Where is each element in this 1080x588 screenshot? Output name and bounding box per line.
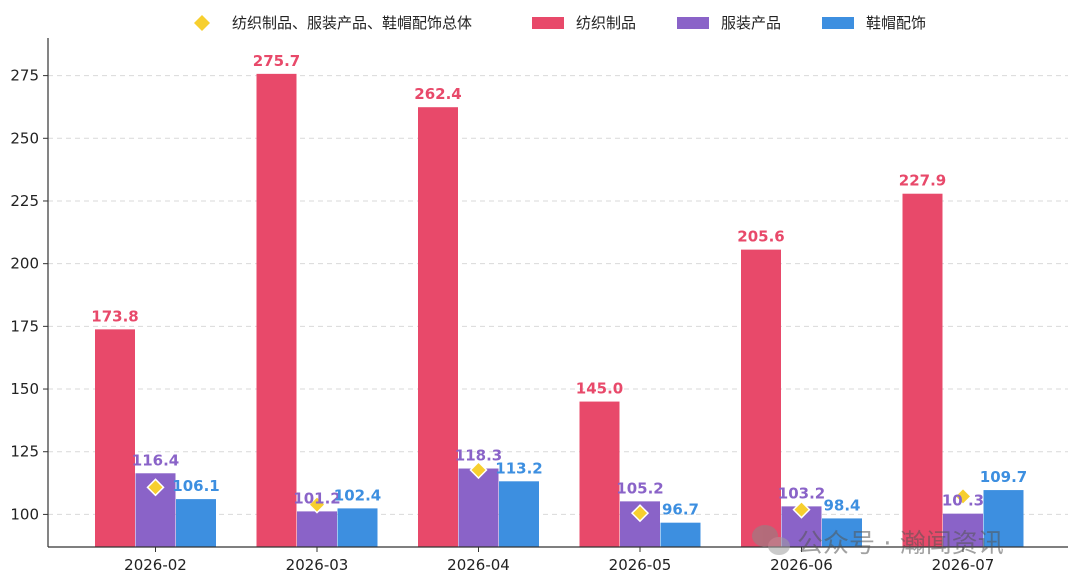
x-tick-label: 2026-02 [124,556,187,574]
grid-layer [48,75,1068,515]
bar-footwear [337,508,378,547]
overall-marker [469,460,488,480]
bar-footwear [983,490,1024,547]
x-tick-label: 2026-03 [286,556,349,574]
legend-label-textile: 纺织制品 [576,14,636,32]
watermark-text: 公众号 · 瀚闻资讯 [797,529,1004,559]
bar-textile [256,73,297,548]
bar-apparel [297,511,337,547]
overall-marker [146,478,165,497]
bar-footwear [176,499,216,547]
bar-textile [902,193,943,547]
data-label: 173.8 [91,307,138,325]
data-label: 227.9 [899,172,946,190]
legend-swatch-apparel [677,17,709,29]
legend-label-overall: 纺织制品、服装产品、鞋帽配饰总体 [232,14,472,32]
bar-layer [95,73,1024,548]
bar-textile [418,107,458,547]
y-tick-label: 225 [10,192,39,210]
y-tick-label: 150 [10,380,39,398]
legend-label-footwear: 鞋帽配饰 [866,14,926,32]
overall-marker [630,504,650,523]
y-tick-label: 100 [10,505,39,523]
data-label: 116.4 [132,451,179,469]
bar-textile [95,329,135,547]
y-tick-label: 200 [10,255,39,273]
bar-footwear [822,518,862,547]
data-label: 103.2 [778,484,825,502]
legend-label-apparel: 服装产品 [721,14,781,32]
overlay-layer [146,460,973,523]
x-tick-label: 2026-07 [932,556,995,574]
data-label: 275.7 [253,52,300,70]
data-label: 262.4 [414,85,461,103]
legend-swatch-footwear [822,17,854,29]
x-tick-label: 2026-05 [609,556,672,574]
data-label: 118.3 [455,447,502,465]
data-label: 101.2 [293,489,340,507]
legend-swatch-textile [532,17,564,29]
x-tick-label: 2026-04 [447,556,510,574]
legend: 纺织制品、服装产品、鞋帽配饰总体 纺织制品 服装产品 鞋帽配饰 [194,14,926,32]
bar-footwear [499,481,539,547]
overall-marker [792,500,811,519]
overall-marker [307,495,327,514]
data-label: 102.4 [334,486,381,504]
legend-marker-overall [194,15,210,31]
data-label: 205.6 [737,228,784,246]
data-label: 96.7 [662,501,699,519]
data-label: 106.1 [172,477,219,495]
data-label: 105.2 [616,479,663,497]
bar-textile [579,401,620,547]
bar-footwear [660,522,701,547]
data-label: 113.2 [495,459,542,477]
bar-apparel [943,513,983,547]
bar-textile [741,249,781,547]
overall-marker [953,487,973,506]
y-tick-label: 250 [10,129,39,147]
y-tick-label: 175 [10,317,39,335]
y-tick-label: 125 [10,443,39,461]
data-label: 98.4 [823,496,860,514]
bar-apparel [458,468,499,547]
data-label: 10 .3 [942,492,984,510]
data-label: 145.0 [576,380,623,398]
data-label: 109.7 [980,468,1027,486]
y-tick-label: 275 [10,67,39,85]
x-tick-label: 2026-06 [770,556,833,574]
watermark: 公众号 · 瀚闻资讯 [752,525,1004,559]
axis-layer: 100 125 150 175 200 225 250 275 2026-02 2026-03 20… [10,38,1068,574]
wechat-icon [752,525,790,555]
